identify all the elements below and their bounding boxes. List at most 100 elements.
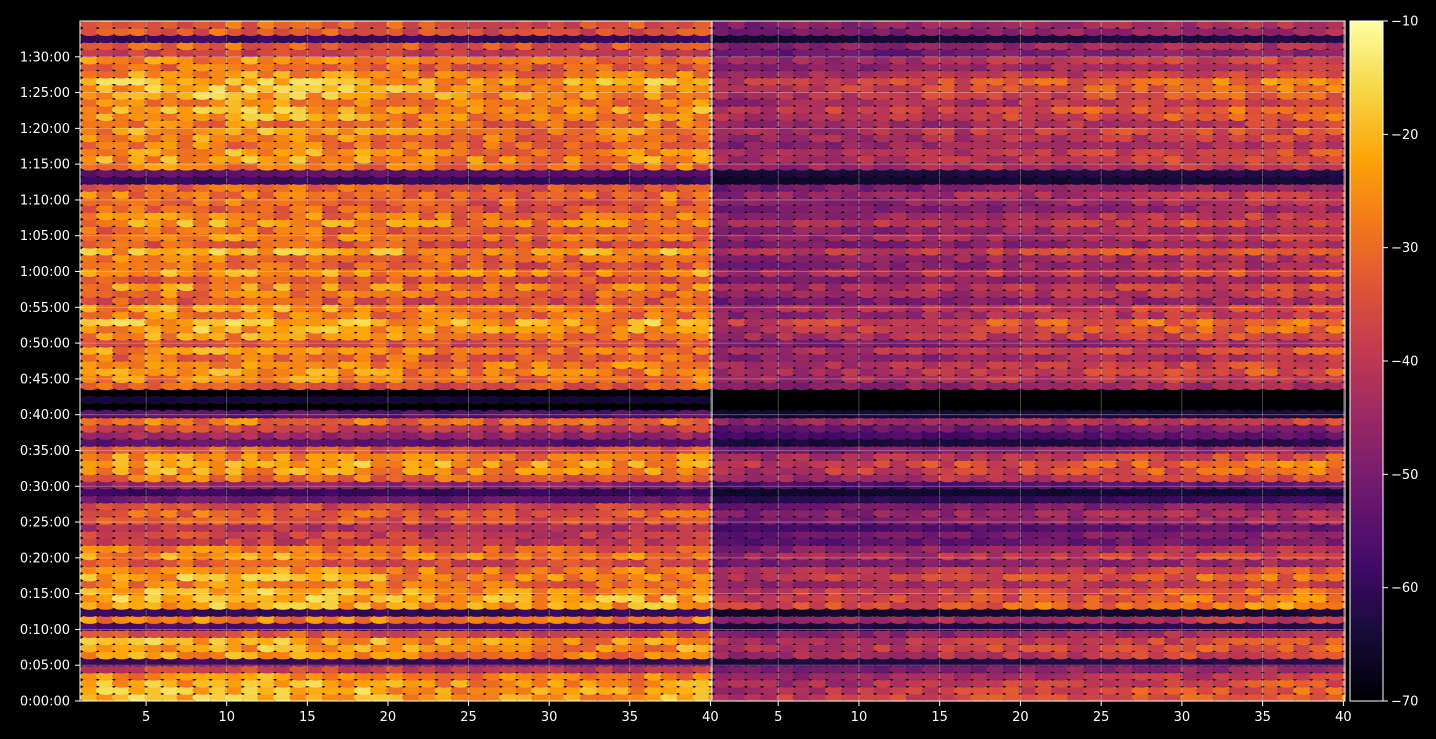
heatmap-cell [692, 140, 712, 150]
heatmap-cell [337, 530, 358, 539]
heatmap-cell [128, 140, 148, 150]
heatmap-cell [1180, 544, 1200, 554]
heatmap-cell [579, 204, 600, 214]
heatmap-cell [515, 579, 535, 589]
heatmap-cell [337, 261, 358, 270]
heatmap-cell [369, 381, 390, 391]
heatmap-cell [434, 530, 455, 539]
heatmap-cell [289, 452, 310, 461]
heatmap-cell [692, 523, 712, 532]
heatmap-cell [1276, 579, 1297, 589]
heatmap-cell [1244, 664, 1265, 674]
heatmap-cell [579, 133, 600, 143]
heatmap-cell [708, 517, 712, 524]
heatmap-cell [418, 324, 439, 334]
heatmap-cell [273, 69, 294, 79]
heatmap-cell [889, 537, 910, 546]
heatmap-cell [111, 501, 132, 511]
heatmap-cell [712, 551, 732, 561]
heatmap-cell [676, 650, 697, 660]
heatmap-cell [305, 55, 326, 65]
heatmap-cell [921, 643, 942, 653]
heatmap-cell [128, 650, 148, 660]
heatmap-cell [660, 487, 681, 497]
heatmap-cell [450, 445, 471, 454]
heatmap-cell [515, 261, 535, 270]
heatmap-cell [386, 346, 406, 355]
heatmap-cell [402, 232, 423, 242]
heatmap-cell [547, 537, 568, 546]
heatmap-cell [531, 34, 552, 44]
heatmap-cell [80, 452, 100, 461]
heatmap-cell [80, 636, 100, 646]
heatmap-cell [760, 530, 781, 539]
heatmap-cell [644, 381, 664, 391]
heatmap-cell [257, 438, 277, 447]
heatmap-cell [386, 480, 406, 490]
heatmap-cell [273, 466, 294, 476]
heatmap-cell [776, 551, 797, 561]
heatmap-cell [208, 530, 229, 539]
heatmap-cell [208, 303, 229, 313]
heatmap-cell [466, 586, 487, 596]
heatmap-cell [1212, 686, 1233, 695]
heatmap-cell [660, 423, 681, 433]
heatmap-cell [857, 586, 877, 596]
heatmap-cell [176, 197, 197, 207]
heatmap-cell [905, 671, 926, 681]
heatmap-cell [873, 593, 894, 603]
heatmap-cell [579, 211, 600, 221]
heatmap-cell [482, 246, 503, 256]
heatmap-cell [660, 381, 681, 391]
heatmap-cell [531, 501, 552, 511]
heatmap-cell [531, 445, 552, 454]
heatmap-cell [337, 98, 358, 107]
heatmap-cell [676, 494, 697, 504]
heatmap-cell [466, 133, 487, 143]
heatmap-cell [857, 636, 877, 646]
heatmap-cell [160, 678, 181, 688]
heatmap-cell [208, 459, 229, 469]
heatmap-cell [776, 530, 797, 539]
heatmap-cell [353, 176, 374, 185]
heatmap-cell [857, 664, 877, 674]
heatmap-cell [224, 239, 245, 249]
heatmap-cell [337, 487, 358, 497]
heatmap-cell [676, 27, 697, 36]
heatmap-cell [627, 657, 648, 667]
heatmap-cell [369, 671, 390, 681]
heatmap-cell [418, 338, 439, 348]
heatmap-cell [595, 225, 616, 235]
heatmap-cell [627, 346, 648, 355]
heatmap-cell [708, 651, 712, 659]
heatmap-cell [1115, 544, 1136, 554]
heatmap-cell [289, 119, 310, 129]
heatmap-cell [627, 83, 648, 93]
heatmap-cell [1163, 530, 1184, 539]
heatmap-cell [144, 55, 165, 65]
heatmap-cell [257, 76, 277, 86]
heatmap-cell [273, 232, 294, 242]
heatmap-cell [708, 347, 712, 354]
heatmap-cell [353, 289, 374, 299]
heatmap-cell [418, 76, 439, 86]
heatmap-cell [708, 212, 712, 220]
heatmap-cell [1293, 579, 1313, 589]
heatmap-cell [531, 508, 552, 518]
heatmap-cell [305, 303, 326, 313]
heatmap-cell [627, 338, 648, 348]
heatmap-cell [208, 310, 229, 320]
heatmap-cell [240, 232, 261, 242]
heatmap-cell [111, 636, 132, 646]
heatmap-cell [192, 218, 213, 228]
heatmap-cell [289, 289, 310, 299]
heatmap-cell [305, 473, 326, 483]
heatmap-cell [1147, 593, 1168, 603]
heatmap-cell [563, 445, 584, 454]
heatmap-cell [289, 650, 310, 660]
heatmap-cell [240, 55, 261, 65]
heatmap-cell [224, 601, 245, 610]
heatmap-cell [402, 686, 423, 695]
heatmap-cell [1034, 586, 1055, 596]
heatmap-cell [547, 601, 568, 610]
